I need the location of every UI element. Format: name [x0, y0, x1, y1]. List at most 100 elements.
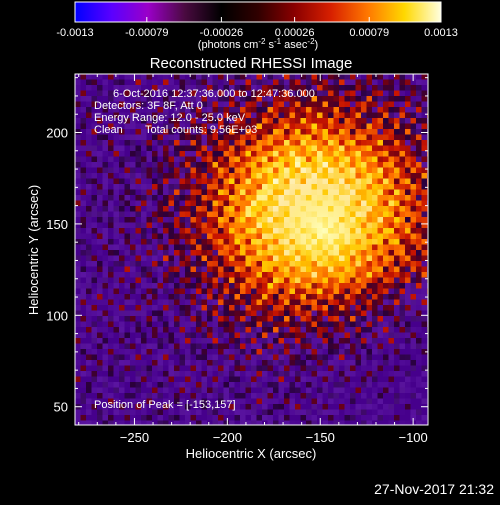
- heatmap-pixel: [179, 266, 186, 273]
- heatmap-pixel: [234, 184, 241, 190]
- heatmap-pixel: [174, 365, 180, 372]
- heatmap-pixel: [421, 420, 428, 425]
- heatmap-pixel: [124, 343, 131, 350]
- heatmap-pixel: [361, 321, 367, 328]
- heatmap-pixel: [399, 96, 406, 102]
- heatmap-pixel: [135, 354, 142, 361]
- heatmap-pixel: [405, 151, 411, 157]
- heatmap-pixel: [174, 90, 180, 97]
- heatmap-pixel: [196, 382, 202, 388]
- heatmap-pixel: [399, 250, 406, 256]
- heatmap-pixel: [119, 299, 125, 306]
- heatmap-pixel: [399, 244, 406, 251]
- heatmap-pixel: [300, 393, 307, 399]
- heatmap-pixel: [284, 140, 290, 146]
- heatmap-pixel: [135, 189, 142, 196]
- heatmap-pixel: [201, 288, 208, 295]
- heatmap-pixel: [322, 365, 329, 372]
- heatmap-pixel: [388, 112, 395, 119]
- heatmap-pixel: [113, 112, 120, 119]
- heatmap-pixel: [75, 387, 81, 394]
- heatmap-pixel: [350, 90, 356, 97]
- heatmap-pixel: [168, 349, 175, 355]
- heatmap-pixel: [80, 134, 87, 141]
- heatmap-pixel: [399, 266, 406, 273]
- heatmap-pixel: [102, 360, 109, 366]
- heatmap-pixel: [174, 332, 180, 339]
- heatmap-pixel: [245, 382, 252, 388]
- heatmap-pixel: [212, 167, 219, 174]
- heatmap-pixel: [91, 371, 98, 377]
- heatmap-pixel: [350, 376, 356, 383]
- heatmap-pixel: [311, 332, 318, 339]
- heatmap-pixel: [240, 123, 246, 130]
- heatmap-pixel: [284, 398, 290, 405]
- heatmap-pixel: [185, 217, 191, 223]
- heatmap-pixel: [416, 420, 422, 425]
- heatmap-pixel: [80, 85, 87, 91]
- heatmap-pixel: [212, 239, 219, 245]
- heatmap-pixel: [410, 360, 417, 366]
- heatmap-pixel: [152, 415, 158, 421]
- heatmap-pixel: [146, 288, 153, 295]
- heatmap-pixel: [91, 195, 98, 201]
- heatmap-pixel: [218, 415, 224, 421]
- heatmap-pixel: [141, 79, 147, 86]
- heatmap-pixel: [223, 145, 230, 152]
- heatmap-pixel: [234, 145, 241, 152]
- heatmap-pixel: [394, 266, 400, 273]
- heatmap-pixel: [141, 162, 147, 168]
- heatmap-pixel: [416, 156, 422, 163]
- heatmap-pixel: [91, 316, 98, 322]
- heatmap-pixel: [207, 393, 213, 399]
- heatmap-pixel: [267, 327, 274, 333]
- heatmap-pixel: [366, 79, 373, 86]
- heatmap-pixel: [366, 310, 373, 317]
- heatmap-pixel: [328, 96, 334, 102]
- heatmap-pixel: [421, 338, 428, 344]
- heatmap-pixel: [306, 112, 312, 119]
- heatmap-pixel: [289, 376, 296, 383]
- heatmap-pixel: [212, 222, 219, 229]
- heatmap-pixel: [80, 233, 87, 240]
- heatmap-pixel: [256, 101, 263, 108]
- heatmap-pixel: [388, 123, 395, 130]
- heatmap-pixel: [394, 343, 400, 350]
- heatmap-pixel: [317, 90, 323, 97]
- heatmap-pixel: [91, 420, 98, 425]
- heatmap-pixel: [223, 206, 230, 212]
- heatmap-pixel: [185, 327, 191, 333]
- heatmap-pixel: [317, 85, 323, 91]
- heatmap-pixel: [97, 415, 103, 421]
- heatmap-pixel: [278, 349, 285, 355]
- heatmap-pixel: [344, 327, 351, 333]
- annotation-peak-position: Position of Peak = [-153,157]: [94, 399, 236, 411]
- heatmap-pixel: [328, 112, 334, 119]
- heatmap-pixel: [344, 96, 351, 102]
- heatmap-pixel: [388, 250, 395, 256]
- heatmap-pixel: [190, 211, 197, 218]
- heatmap-pixel: [212, 376, 219, 383]
- heatmap-pixel: [102, 85, 109, 91]
- heatmap-pixel: [174, 79, 180, 86]
- heatmap-pixel: [86, 123, 92, 130]
- heatmap-pixel: [306, 151, 312, 157]
- heatmap-pixel: [234, 343, 241, 350]
- heatmap-pixel: [394, 310, 400, 317]
- heatmap-pixel: [377, 277, 384, 284]
- heatmap-pixel: [300, 129, 307, 135]
- heatmap-pixel: [190, 178, 197, 185]
- heatmap-pixel: [245, 145, 252, 152]
- heatmap-pixel: [416, 189, 422, 196]
- heatmap-pixel: [157, 277, 164, 284]
- heatmap-pixel: [157, 140, 164, 146]
- heatmap-pixel: [256, 85, 263, 91]
- heatmap-pixel: [146, 327, 153, 333]
- heatmap-pixel: [295, 123, 301, 130]
- heatmap-pixel: [168, 200, 175, 207]
- heatmap-pixel: [97, 338, 103, 344]
- heatmap-pixel: [108, 294, 114, 300]
- heatmap-pixel: [295, 409, 301, 416]
- heatmap-pixel: [124, 272, 131, 278]
- heatmap-pixel: [355, 123, 362, 130]
